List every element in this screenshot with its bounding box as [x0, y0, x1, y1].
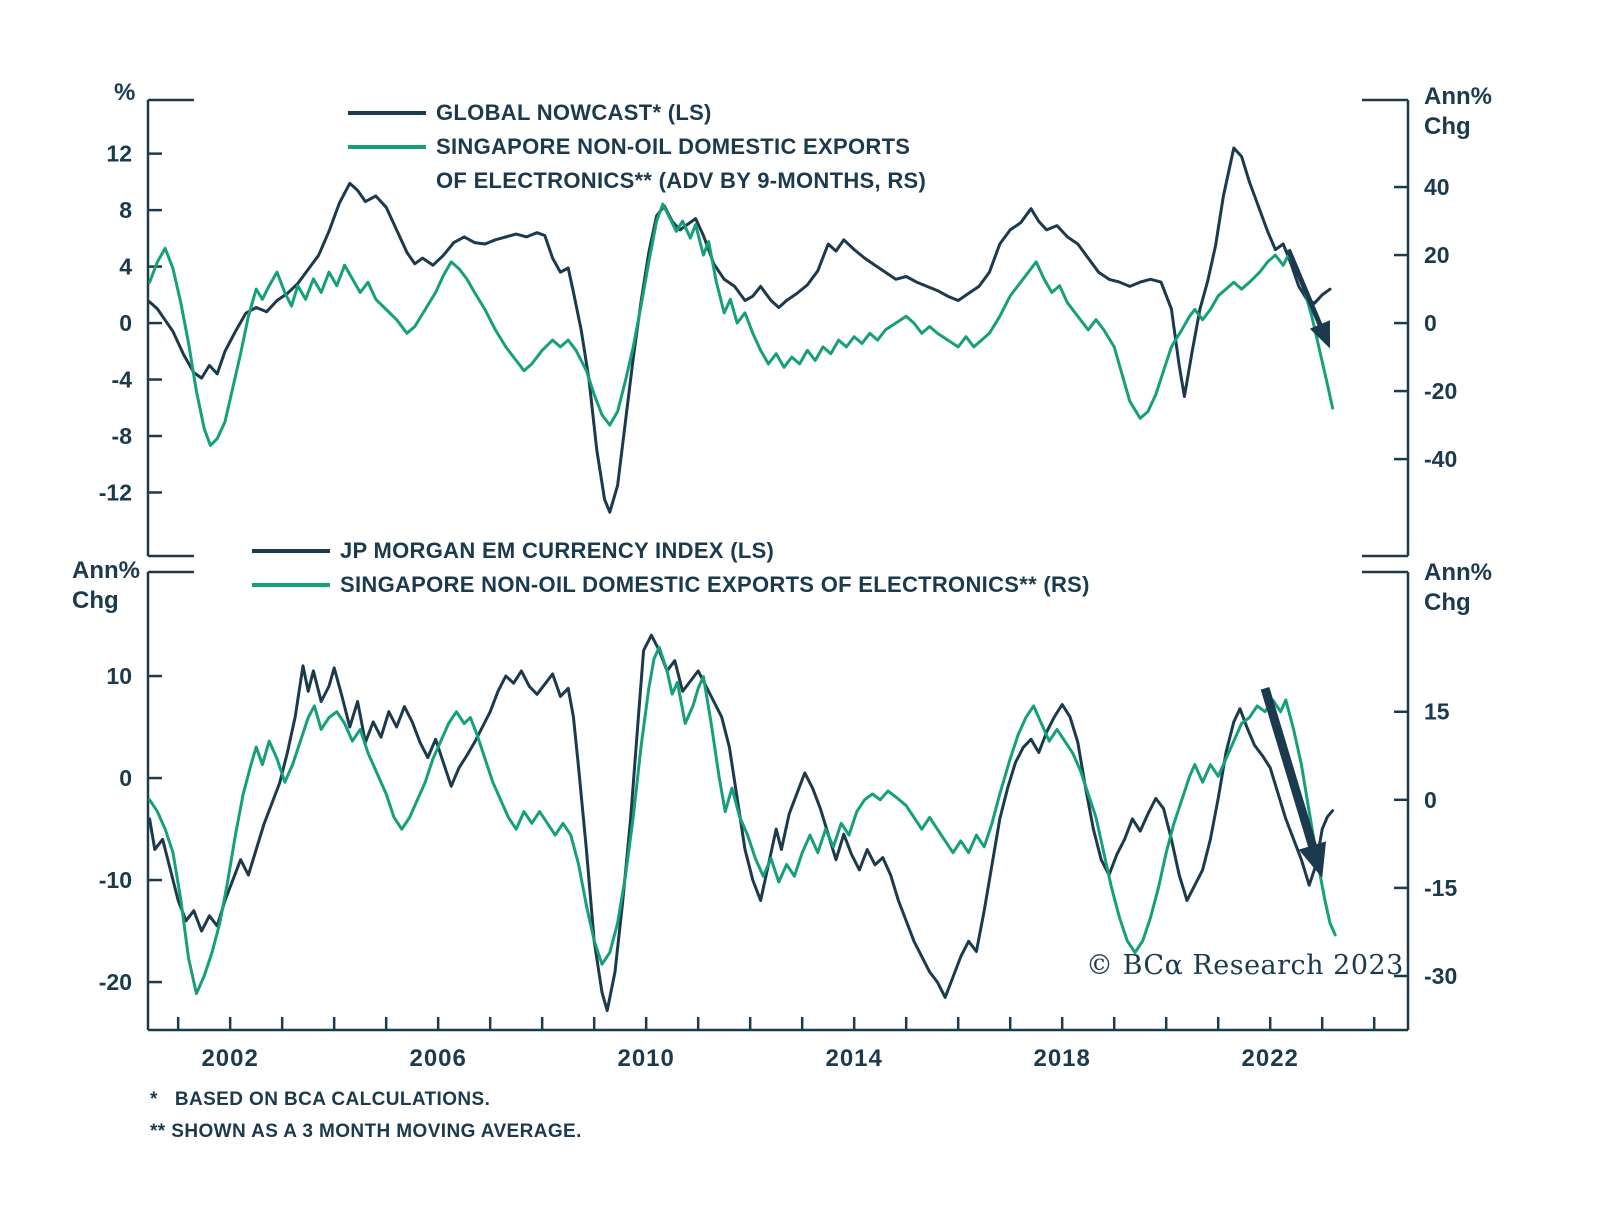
panel-bottom: 10 0 -10 -20 15 0 -15 -30 2002 2006 2010 2014 2018 20…: [99, 570, 1457, 1072]
top-left-axis-unit: %: [114, 79, 136, 106]
left-tick-label: 0: [119, 765, 132, 791]
arrow-shaft: [1260, 686, 1318, 849]
x-tick-label: 2006: [409, 1045, 466, 1072]
left-tick-label: -20: [99, 969, 132, 995]
legend-row: SINGAPORE NON-OIL DOMESTIC EXPORTS OF EL…: [252, 568, 1090, 602]
left-tick-label: -4: [112, 367, 133, 393]
right-tick-label: -20: [1424, 378, 1457, 404]
left-tick-label: -12: [99, 479, 132, 505]
right-tick-label: -40: [1424, 446, 1457, 472]
x-tick-label: 2022: [1242, 1045, 1299, 1072]
sg-nodx-adv-line: [148, 202, 1335, 447]
legend-label-jpm-em-currency: JP MORGAN EM CURRENCY INDEX (LS): [340, 538, 775, 563]
legend-top-panel: GLOBAL NOWCAST* (LS) SINGAPORE NON-OIL D…: [348, 96, 926, 198]
x-tick-label: 2014: [825, 1045, 882, 1072]
green-line-swatch: [252, 583, 330, 587]
legend-label-sg-exports-1: SINGAPORE NON-OIL DOMESTIC EXPORTS: [436, 134, 911, 159]
legend-row: GLOBAL NOWCAST* (LS): [348, 96, 926, 130]
left-tick-label: 4: [119, 254, 132, 280]
footnote-1: * BASED ON BCA CALCULATIONS.: [150, 1089, 491, 1110]
top-right-axis-unit: Ann% Chg: [1424, 83, 1492, 140]
right-tick-label: 0: [1424, 787, 1437, 813]
bca-research-copyright: © BCα Research 2023: [1086, 950, 1404, 981]
legend-bottom-panel: JP MORGAN EM CURRENCY INDEX (LS) SINGAPO…: [252, 534, 1090, 602]
sg-nodx-line: [148, 645, 1337, 996]
x-tick-label: 2010: [617, 1045, 674, 1072]
footnote-2: ** SHOWN AS A 3 MONTH MOVING AVERAGE.: [150, 1121, 582, 1143]
left-tick-label: 10: [106, 663, 132, 689]
left-tick-label: 8: [119, 197, 132, 223]
left-tick-label: -8: [112, 423, 133, 449]
footnotes: * BASED ON BCA CALCULATIONS. ** SHOWN AS…: [150, 1084, 582, 1149]
bottom-right-axis-unit: Ann% Chg: [1424, 559, 1492, 616]
right-tick-label: -15: [1424, 875, 1457, 901]
navy-line-swatch: [252, 549, 330, 553]
legend-label-sg-exports: SINGAPORE NON-OIL DOMESTIC EXPORTS OF EL…: [340, 572, 1090, 597]
bottom-left-axis-unit: Ann% Chg: [72, 557, 140, 614]
arrow-shaft: [1286, 248, 1323, 328]
legend-row: JP MORGAN EM CURRENCY INDEX (LS): [252, 534, 1090, 568]
legend-label-sg-exports-2: OF ELECTRONICS** (ADV BY 9-MONTHS, RS): [436, 168, 927, 193]
left-tick-label: 12: [106, 141, 132, 167]
legend-label-global-nowcast: GLOBAL NOWCAST* (LS): [436, 100, 712, 125]
right-tick-label: 20: [1424, 242, 1450, 268]
right-tick-label: 40: [1424, 174, 1450, 200]
down-arrow-icon: [1298, 841, 1327, 879]
left-tick-label: -10: [99, 867, 132, 893]
legend-row: OF ELECTRONICS** (ADV BY 9-MONTHS, RS): [436, 164, 926, 198]
jpm-em-currency-line: [148, 633, 1335, 1013]
legend-row: SINGAPORE NON-OIL DOMESTIC EXPORTS: [348, 130, 926, 164]
left-tick-label: 0: [119, 310, 132, 336]
right-tick-label: 15: [1424, 699, 1450, 725]
x-tick-label: 2002: [201, 1045, 258, 1072]
right-tick-label: -30: [1424, 963, 1457, 989]
right-tick-label: 0: [1424, 310, 1437, 336]
global-nowcast-line: [148, 146, 1332, 514]
navy-line-swatch: [348, 111, 426, 115]
green-line-swatch: [348, 145, 426, 149]
x-tick-label: 2018: [1033, 1045, 1090, 1072]
down-arrow-icon: [1309, 320, 1330, 349]
